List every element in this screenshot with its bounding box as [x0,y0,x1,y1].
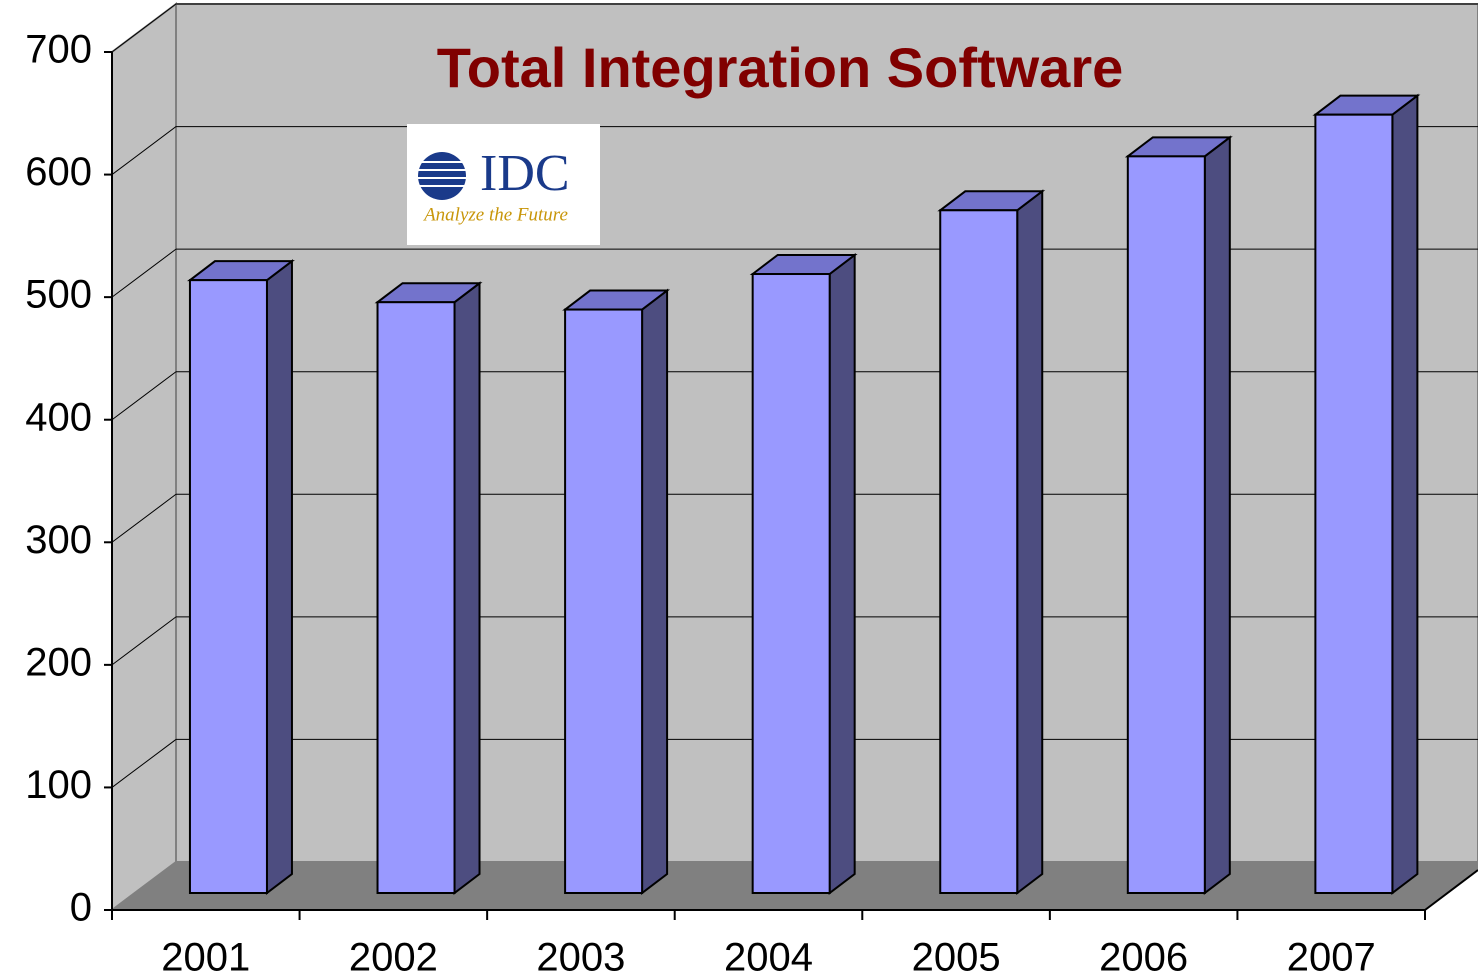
grid-line [111,739,177,788]
x-tick-label: 2005 [912,936,1001,980]
bar-front [751,273,831,894]
bars [186,93,1421,896]
bar-front [1314,113,1394,894]
chart-title: Total Integration Software [437,36,1124,99]
bar-side [641,288,669,896]
bar-side [1391,93,1419,896]
bar [1124,135,1233,896]
floor-edge [1424,869,1478,911]
grid-line [111,616,177,666]
axes [104,51,1478,920]
y-tick-label: 400 [25,395,92,439]
bar-front [376,301,456,895]
bar [937,189,1046,896]
grid-line [111,371,177,421]
grid-line [111,493,177,543]
bar [1312,93,1421,896]
left-wall [111,2,177,912]
y-tick-label: 200 [25,640,92,684]
bar-front [188,279,268,894]
y-tick-label: 700 [25,28,92,72]
y-tick-label: 500 [25,273,92,317]
bar [186,259,295,896]
y-tick-label: 100 [25,763,92,807]
logo-globe [418,152,466,200]
bar-front [1126,155,1206,895]
bar-side [265,259,293,896]
bar-side [453,281,481,896]
x-tick-label: 2007 [1287,936,1376,980]
bar-side [1016,189,1044,896]
x-tick-label: 2002 [349,936,438,980]
grid-line [111,126,177,175]
y-tick-label: 300 [25,518,92,562]
x-tick-label: 2003 [536,936,625,980]
bar-front [939,209,1019,894]
bar-side [828,252,856,896]
bar [562,288,671,896]
bar-front [564,308,644,894]
logo-stripes [410,161,475,187]
y-tick-label: 600 [25,150,92,194]
bar [374,281,483,896]
grid-line [111,3,177,53]
logo-tagline: Analyze the Future [422,204,568,225]
x-tick-label: 2001 [161,936,250,980]
x-tick-label: 2006 [1099,936,1188,980]
grid-line [111,248,177,298]
logo-name: IDC [480,145,570,202]
logo: IDC Analyze the Future [407,124,600,245]
bar-side [1203,135,1231,896]
bar [749,252,858,896]
x-tick-label: 2004 [724,936,813,980]
y-tick-label: 0 [70,886,92,930]
